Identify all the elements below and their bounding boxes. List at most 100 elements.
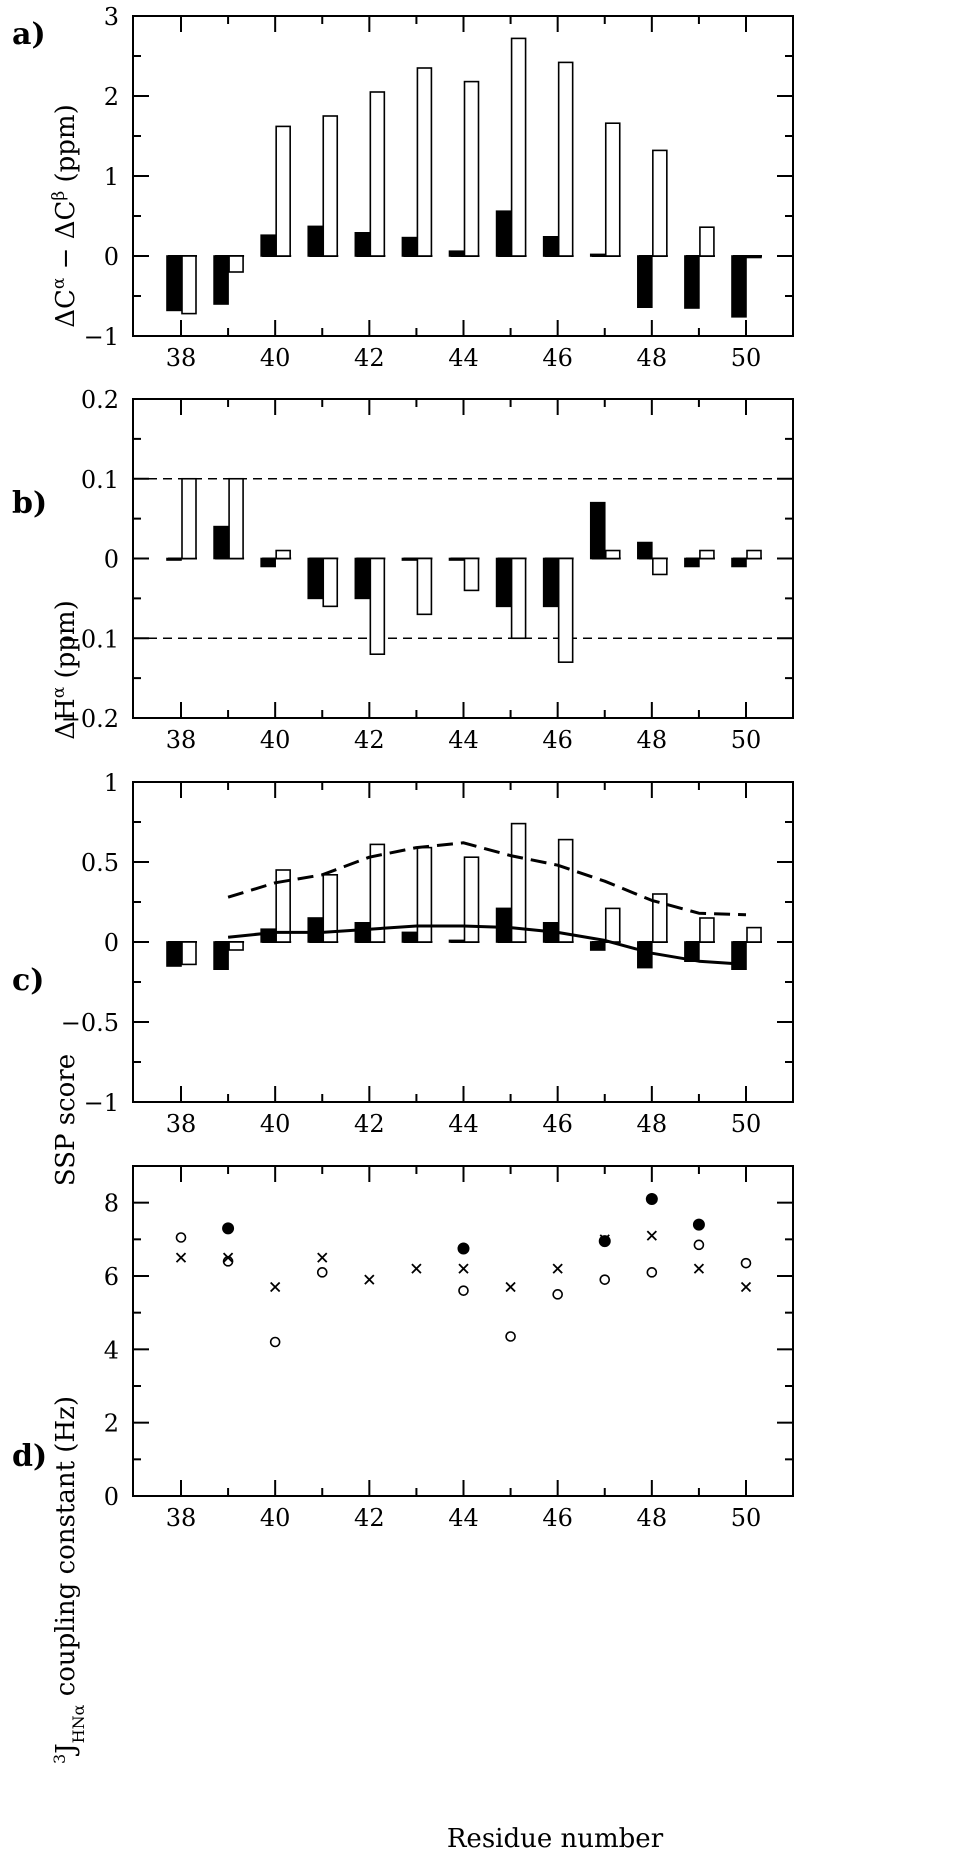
point-cross [740, 1281, 752, 1293]
bar-filled [637, 541, 653, 560]
x-tick-label: 40 [260, 344, 291, 372]
x-axis-title: Residue number [447, 1824, 664, 1854]
bar-filled [260, 234, 276, 257]
x-tick-label: 42 [354, 1504, 385, 1532]
bar-filled [448, 250, 465, 257]
panel-c-label: c) [12, 963, 44, 998]
bar-open [416, 557, 433, 616]
y-tick-label: 0 [104, 546, 119, 574]
panel-b-label: b) [12, 486, 47, 521]
panel-b-plot: 38 40 42 44 46 48 50 −0.2 −0.1 0 0.1 0.2 [61, 386, 794, 754]
y-tick-label: −1 [84, 1089, 119, 1117]
bar-open [604, 122, 621, 257]
bar-open [228, 941, 244, 951]
bar-filled [731, 557, 747, 568]
x-tick-label: 44 [448, 726, 479, 754]
x-tick-label: 50 [731, 726, 762, 754]
bar-filled [401, 236, 418, 257]
point-open-circle [458, 1285, 469, 1296]
bar-filled [213, 255, 229, 305]
point-open-circle [693, 1239, 705, 1251]
point-filled-circle [457, 1242, 470, 1255]
x-tick-label: 38 [166, 726, 197, 754]
x-tick-label: 46 [542, 344, 573, 372]
x-tick-label: 44 [448, 1110, 479, 1138]
bar-filled [542, 236, 559, 257]
y-tick-label: −0.1 [61, 625, 119, 653]
bar-open [652, 557, 668, 576]
x-tick-label: 46 [542, 726, 573, 754]
panel-b: b) ΔHα (ppm) 38 40 42 44 46 48 50 −0.2 −0.1 0 0.1 0… [12, 386, 794, 754]
bar-open [181, 255, 197, 315]
bar-filled [401, 931, 418, 943]
bar-open [275, 549, 291, 560]
line-dashed [227, 841, 747, 917]
y-tick-label: 0 [104, 929, 119, 957]
x-tick-label: 48 [637, 344, 668, 372]
bar-filled [354, 921, 371, 943]
bar-filled [354, 232, 371, 257]
bar-filled [307, 917, 324, 943]
point-cross [270, 1281, 281, 1293]
bar-open [746, 926, 762, 943]
bar-filled [731, 255, 747, 318]
y-tick-label: 2 [104, 83, 119, 111]
bar-open [322, 873, 339, 943]
x-tick-label: 42 [354, 1110, 385, 1138]
x-tick-label: 38 [166, 344, 197, 372]
y-tick-label: 0.2 [81, 386, 119, 414]
x-tick-label: 50 [731, 344, 762, 372]
y-tick-label: 4 [104, 1336, 119, 1364]
bar-open [369, 91, 386, 257]
x-tick-label: 44 [448, 1504, 479, 1532]
point-open-circle [175, 1232, 187, 1243]
y-tick-label: −0.5 [61, 1009, 119, 1037]
y-tick-label: 0.5 [81, 849, 119, 877]
bar-filled [213, 941, 229, 971]
point-cross [646, 1230, 657, 1241]
y-tick-label: 2 [104, 1410, 119, 1438]
bar-open [746, 549, 762, 560]
point-open-circle [505, 1331, 516, 1342]
bar-open [463, 856, 480, 943]
bar-filled [684, 255, 700, 309]
bar-filled [166, 255, 182, 312]
panel-b-ylabel: ΔHα (ppm) [49, 600, 81, 739]
bar-filled [213, 525, 229, 560]
bar-filled [166, 941, 182, 967]
point-open-circle [552, 1289, 563, 1300]
bar-open [604, 907, 621, 943]
point-open-circle [269, 1336, 281, 1348]
point-cross [458, 1263, 469, 1274]
bar-open [181, 477, 197, 560]
bar-filled [448, 939, 465, 943]
point-cross [411, 1263, 422, 1274]
bar-filled [354, 557, 371, 600]
x-tick-label: 48 [637, 1110, 668, 1138]
bar-filled [495, 907, 512, 943]
bar-open [557, 838, 574, 943]
bar-open [746, 255, 762, 259]
x-tick-label: 38 [166, 1110, 197, 1138]
bar-filled [589, 501, 606, 560]
bar-open [557, 61, 574, 257]
x-tick-label: 44 [448, 344, 479, 372]
point-open-circle [599, 1274, 611, 1285]
x-tick-label: 48 [637, 726, 668, 754]
point-open-circle [740, 1257, 752, 1269]
panel-a-label: a) [12, 17, 46, 52]
point-cross [599, 1234, 610, 1245]
bar-open [510, 822, 527, 943]
x-tick-label: 42 [354, 726, 385, 754]
bar-open [652, 893, 668, 943]
y-tick-label: 1 [104, 769, 119, 797]
line-solid [227, 924, 747, 966]
bar-open [369, 843, 386, 943]
bar-filled [589, 253, 606, 257]
y-tick-label: 0.1 [81, 466, 119, 494]
bar-open [652, 149, 668, 257]
bar-filled [307, 225, 324, 257]
x-tick-label: 38 [166, 1504, 197, 1532]
